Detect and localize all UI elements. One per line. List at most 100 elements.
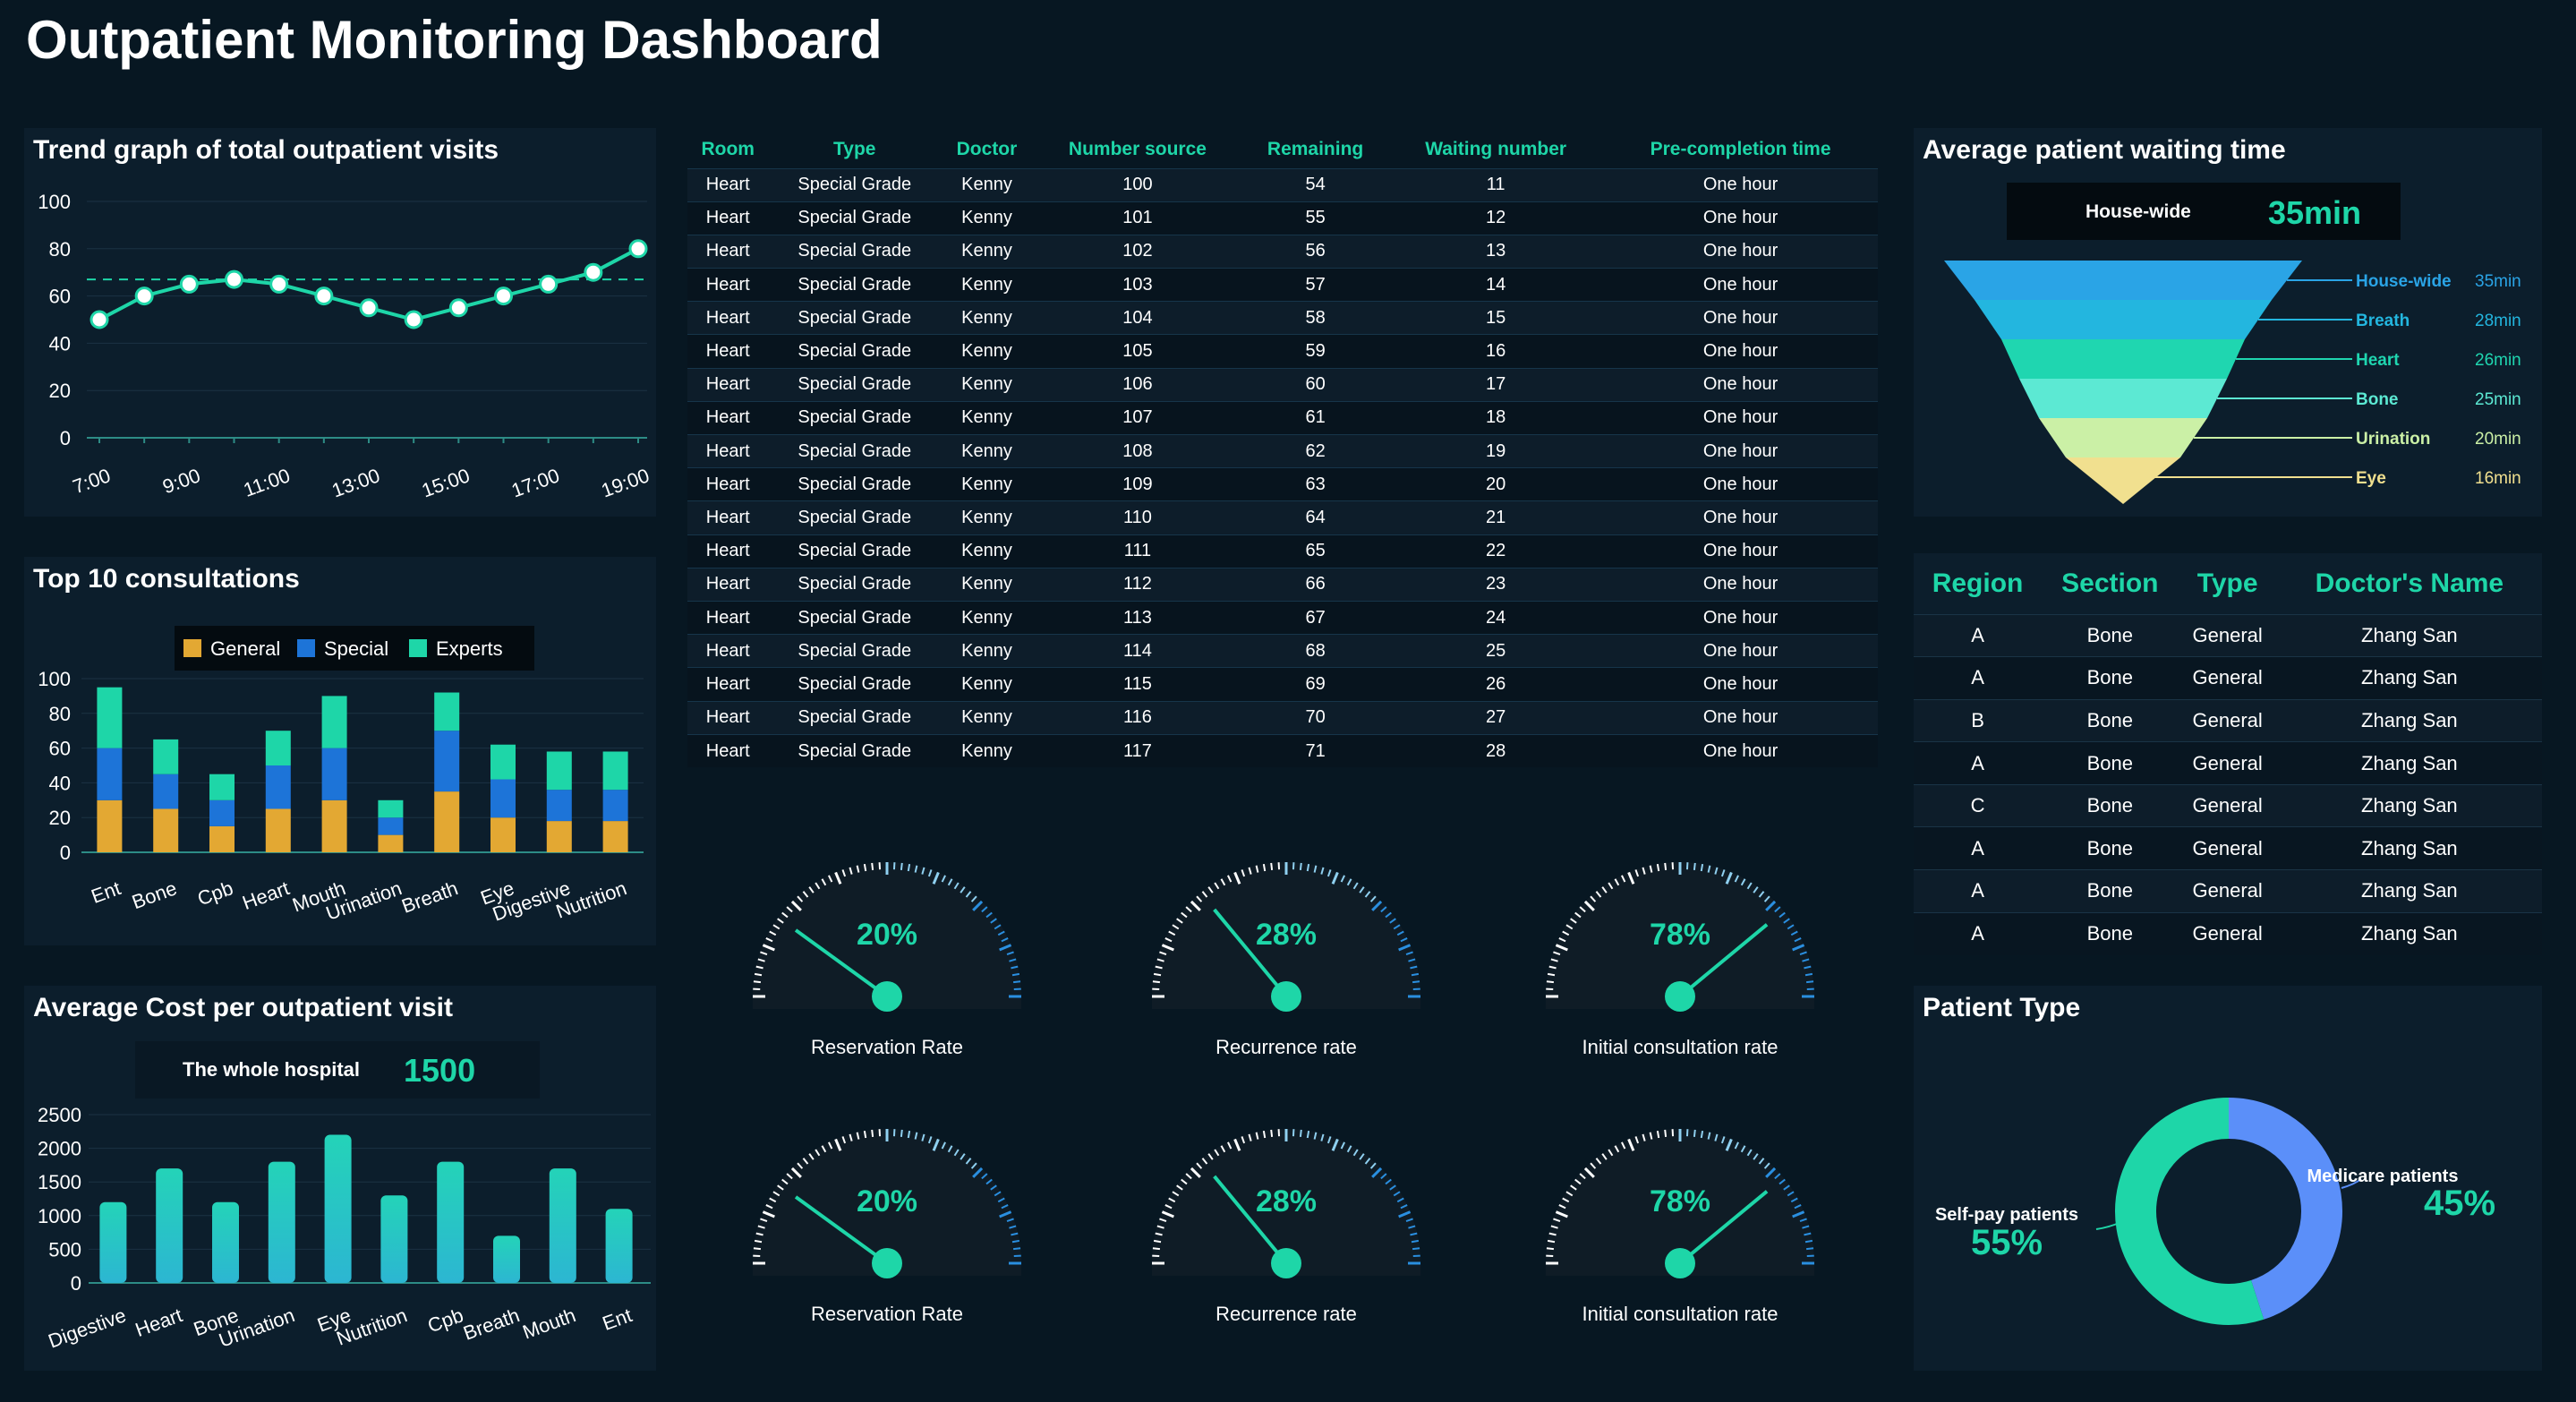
- table-cell: Zhang San: [2276, 911, 2542, 955]
- data-point: [134, 286, 154, 306]
- column-header[interactable]: Number source: [1068, 138, 1207, 159]
- gauge-tick: [1412, 980, 1420, 984]
- table-row[interactable]: Heart Special Grade Kenny 112 66 23 One hour: [687, 567, 1878, 602]
- cost-summary-value: 1500: [404, 1052, 476, 1089]
- gauge-tick: [856, 1132, 860, 1140]
- gauge-tick: [1734, 875, 1739, 883]
- table-cell: Heart: [687, 500, 769, 535]
- bar-segment: [490, 779, 516, 818]
- gauge-tick: [947, 878, 953, 886]
- table-row[interactable]: Heart Special Grade Kenny 100 54 11 One hour: [687, 167, 1878, 202]
- table-row[interactable]: A Bone General Zhang San: [1914, 613, 2542, 657]
- gauge-tick: [753, 1247, 762, 1251]
- gauge-tick: [777, 918, 784, 924]
- gauge-tick: [1548, 1232, 1557, 1236]
- table-row[interactable]: Heart Special Grade Kenny 102 56 13 One hour: [687, 234, 1878, 269]
- table-cell: One hour: [1603, 433, 1878, 468]
- table-row[interactable]: A Bone General Zhang San: [1914, 869, 2542, 913]
- gauge-tick: [1001, 937, 1009, 943]
- gauge-tick: [1547, 1239, 1556, 1244]
- funnel-stage: [2066, 457, 2180, 504]
- gauge-tick: [932, 1138, 940, 1151]
- table-cell: Bone: [2042, 911, 2179, 955]
- table-cell: Kenny: [941, 400, 1033, 435]
- table-cell: General: [2178, 741, 2277, 785]
- waiting-summary-label: House-wide: [2086, 201, 2191, 222]
- funnel-stage-value: 16min: [2475, 469, 2521, 488]
- gauge-tick: [960, 886, 966, 893]
- table-row[interactable]: Heart Special Grade Kenny 103 57 14 One hour: [687, 268, 1878, 302]
- table-row[interactable]: Heart Special Grade Kenny 107 61 18 One hour: [687, 400, 1878, 435]
- table-row[interactable]: Heart Special Grade Kenny 104 58 15 One hour: [687, 301, 1878, 335]
- column-header[interactable]: Doctor's Name: [2315, 568, 2504, 598]
- gauge-tick: [1608, 1149, 1614, 1157]
- gauge-tick: [754, 1239, 763, 1244]
- column-header[interactable]: Type: [2196, 568, 2258, 598]
- table-row[interactable]: Heart Special Grade Kenny 111 65 22 One hour: [687, 534, 1878, 568]
- gauge-tick: [1763, 1162, 1770, 1169]
- bar-segment: [546, 751, 572, 791]
- gauge-tick: [1393, 1191, 1401, 1197]
- gauge-tick: [1746, 1149, 1753, 1157]
- table-row[interactable]: Heart Special Grade Kenny 115 69 26 One hour: [687, 667, 1878, 701]
- gauge-tick: [1006, 951, 1014, 956]
- gauge-value: 78%: [1650, 918, 1710, 952]
- gauge-tick: [1346, 878, 1352, 886]
- table-row[interactable]: Heart Special Grade Kenny 114 68 25 One hour: [687, 634, 1878, 668]
- data-point: [404, 310, 423, 329]
- gauge-label: Reservation Rate: [811, 1036, 963, 1058]
- gauge-tick: [1562, 1197, 1570, 1203]
- gauge-tick: [1153, 1239, 1162, 1244]
- table-row[interactable]: Heart Special Grade Kenny 113 67 24 One hour: [687, 600, 1878, 635]
- column-header[interactable]: Section: [2061, 568, 2159, 598]
- gauge-hub: [1665, 1248, 1695, 1278]
- gauge-tick: [1720, 1136, 1726, 1144]
- bar-segment: [546, 790, 572, 822]
- table-cell: Special Grade: [768, 600, 942, 635]
- table-row[interactable]: Heart Special Grade Kenny 116 70 27 One hour: [687, 700, 1878, 735]
- gauge-tick: [1758, 1158, 1765, 1165]
- table-cell: Bone: [2042, 869, 2179, 913]
- column-header[interactable]: Remaining: [1267, 138, 1364, 159]
- table-row[interactable]: A Bone General Zhang San: [1914, 741, 2542, 785]
- table-row[interactable]: A Bone General Zhang San: [1914, 826, 2542, 870]
- x-tick-label: Bone: [129, 876, 180, 913]
- table-cell: Kenny: [941, 167, 1033, 202]
- table-row[interactable]: Heart Special Grade Kenny 117 71 28 One hour: [687, 733, 1878, 768]
- table-cell: One hour: [1603, 500, 1878, 535]
- gauge-tick: [1553, 1218, 1561, 1223]
- gauge-tick: [1262, 1130, 1267, 1139]
- funnel-stage: [1944, 261, 2302, 300]
- gauge-value: 28%: [1256, 1184, 1317, 1218]
- table-row[interactable]: Heart Special Grade Kenny 110 64 21 One hour: [687, 500, 1878, 535]
- gauge-tick: [1621, 1141, 1626, 1150]
- table-cell: One hour: [1603, 634, 1878, 668]
- gauge-tick: [1326, 869, 1332, 877]
- x-tick-label: 19:00: [598, 464, 652, 501]
- table-row[interactable]: Heart Special Grade Kenny 101 55 12 One hour: [687, 201, 1878, 235]
- bar-segment: [434, 791, 460, 852]
- table-row[interactable]: A Bone General Zhang San: [1914, 911, 2542, 955]
- gauge-tick: [1009, 1225, 1017, 1229]
- column-header[interactable]: Waiting number: [1425, 138, 1567, 159]
- column-header[interactable]: Type: [833, 138, 876, 159]
- table-cell: Special Grade: [768, 467, 942, 501]
- table-row[interactable]: Heart Special Grade Kenny 106 60 17 One hour: [687, 367, 1878, 402]
- column-header[interactable]: Doctor: [956, 138, 1018, 159]
- gauge-tick: [790, 1167, 802, 1178]
- bar-segment: [490, 817, 516, 852]
- table-row[interactable]: Heart Special Grade Kenny 105 59 16 One hour: [687, 334, 1878, 369]
- column-header[interactable]: Pre-completion time: [1650, 138, 1831, 159]
- column-header[interactable]: Room: [701, 138, 755, 159]
- table-row[interactable]: C Bone General Zhang San: [1914, 783, 2542, 827]
- column-header[interactable]: Region: [1932, 568, 2024, 598]
- table-cell: Heart: [687, 567, 769, 602]
- table-row[interactable]: B Bone General Zhang San: [1914, 698, 2542, 742]
- table-cell: Bone: [2042, 783, 2179, 827]
- gauge-tick: [1799, 1218, 1807, 1223]
- funnel-stage-name: Heart: [2356, 351, 2400, 370]
- table-row[interactable]: A Bone General Zhang San: [1914, 656, 2542, 700]
- table-row[interactable]: Heart Special Grade Kenny 109 63 20 One hour: [687, 467, 1878, 501]
- gauge-tick: [1313, 1132, 1318, 1140]
- table-row[interactable]: Heart Special Grade Kenny 108 62 19 One hour: [687, 433, 1878, 468]
